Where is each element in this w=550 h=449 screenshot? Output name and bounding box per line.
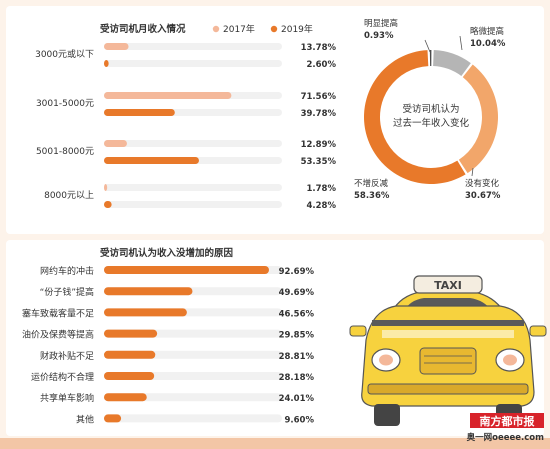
reason-bar	[104, 308, 187, 317]
legend-2019-label: 2019年	[281, 23, 313, 35]
reasons-chart-title: 受访司机认为收入没增加的原因	[100, 247, 233, 259]
slice-label-marked-increase: 明显提高	[364, 18, 398, 29]
reason-value-label: 92.69%	[279, 267, 315, 277]
reason-value-label: 9.60%	[285, 415, 315, 425]
reason-category-label: 网约车的冲击	[40, 265, 94, 277]
slice-value-no-change: 30.67%	[465, 191, 501, 201]
income-bar-2017年	[104, 140, 127, 147]
donut-slice-不增反减	[364, 50, 466, 184]
income-category-label: 5001-8000元	[36, 147, 94, 157]
slice-value-decrease: 58.36%	[354, 191, 390, 201]
income-value-label: 2.60%	[307, 60, 337, 70]
leader-line-slight-increase	[459, 35, 463, 51]
income-bar-2019年	[104, 201, 112, 208]
income-category-label: 3001-5000元	[36, 99, 94, 109]
income-value-label: 12.89%	[301, 140, 337, 150]
income-bar-track	[104, 60, 282, 67]
reasons-bar-chart: 受访司机认为收入没增加的原因 网约车的冲击 “份子钱”提高塞车致载客量不足油价及保…	[22, 247, 314, 425]
site-name: 奥一网oeeee.com	[466, 432, 545, 443]
reason-bar	[104, 372, 155, 380]
brand-name: 南方都市报	[480, 414, 536, 428]
income-value-label: 4.28%	[307, 201, 337, 211]
income-change-donut: 受访司机认为 过去一年收入变化 明显提高 0.93% 略微提高 10.04% 没…	[354, 18, 506, 201]
income-value-label: 53.35%	[301, 157, 337, 167]
income-value-label: 39.78%	[301, 109, 337, 119]
left-wheel	[374, 404, 400, 426]
income-bar-2019年	[104, 157, 199, 164]
income-bar-track	[104, 184, 282, 191]
reason-value-label: 28.18%	[279, 373, 315, 383]
reason-bar-track	[104, 393, 282, 402]
legend-2019-swatch	[270, 25, 278, 33]
taxi-roof-sign	[413, 275, 483, 294]
left-mirror	[349, 325, 367, 337]
reason-value-label: 28.81%	[279, 352, 315, 362]
income-bar-2019年	[104, 60, 109, 67]
slice-value-slight-increase: 10.04%	[470, 39, 506, 49]
income-chart-title: 受访司机月收入情况	[100, 23, 186, 35]
donut-slice-略微提高	[433, 50, 471, 76]
income-bar-2017年	[104, 184, 108, 191]
reason-category-label: 其他	[76, 413, 94, 425]
reason-category-label: 财政补贴不足	[40, 350, 94, 362]
reason-bar	[104, 266, 269, 274]
footer-strip	[0, 438, 550, 449]
reason-bar	[104, 350, 156, 359]
reason-category-label: 运价结构不合理	[31, 371, 94, 383]
income-bar-2019年	[104, 109, 175, 116]
left-headlight-inner	[379, 354, 393, 366]
slice-label-decrease: 不增反减	[354, 178, 389, 189]
legend-2017-swatch	[212, 25, 220, 33]
slice-label-slight-increase: 略微提高	[470, 26, 504, 37]
reason-value-label: 49.69%	[279, 288, 315, 298]
income-bar-2017年	[104, 43, 129, 50]
legend-2017-label: 2017年	[223, 23, 255, 35]
income-category-label: 8000元以上	[44, 190, 94, 201]
reason-category-label: 塞车致载客量不足	[22, 307, 94, 319]
reason-category-label: “份子钱”提高	[40, 286, 94, 298]
reason-bar	[104, 414, 122, 423]
taxi-grille	[419, 347, 477, 375]
slice-label-no-change: 没有变化	[465, 178, 500, 189]
income-bar-track	[104, 43, 282, 50]
reason-bar	[104, 287, 193, 296]
reason-bar-track	[104, 414, 282, 423]
taxi-bumper	[367, 383, 529, 395]
donut-center-title-line2: 过去一年收入变化	[393, 117, 470, 129]
leader-line-no-change	[471, 167, 474, 177]
reason-category-label: 共享单车影响	[40, 392, 94, 404]
donut-center-title-line1: 受访司机认为	[402, 103, 459, 115]
reason-category-label: 油价及保费等提高	[22, 329, 94, 341]
reason-bar	[104, 393, 147, 402]
income-value-label: 13.78%	[301, 43, 337, 53]
reason-value-label: 29.85%	[279, 331, 315, 341]
brand-badge	[470, 413, 544, 428]
taxi-illustration: TAXI	[349, 275, 547, 426]
income-bar-track	[104, 140, 282, 147]
donut-slice-明显提高	[429, 50, 432, 67]
right-mirror	[529, 325, 547, 337]
income-legend: 2017年 2019年	[212, 23, 313, 35]
reason-bar	[104, 329, 158, 338]
leader-line-marked-increase	[424, 39, 431, 53]
income-value-label: 1.78%	[307, 184, 337, 194]
income-value-label: 71.56%	[301, 92, 337, 102]
reason-value-label: 46.56%	[279, 309, 315, 319]
taxi-hood-highlight	[382, 330, 514, 338]
income-bar-track	[104, 201, 282, 208]
income-bar-2017年	[104, 92, 232, 99]
income-bar-chart: 受访司机月收入情况 2017年 2019年 3000元或以下 3001-5000元…	[35, 23, 336, 211]
reason-value-label: 24.01%	[279, 394, 315, 404]
donut-slice-没有变化	[458, 64, 498, 174]
taxi-window-band	[372, 320, 524, 326]
income-category-label: 3000元或以下	[35, 48, 94, 60]
slice-value-marked-increase: 0.93%	[364, 31, 394, 41]
right-headlight-inner	[503, 354, 517, 366]
newspaper-watermark: 南方都市报 奥一网oeeee.com	[466, 413, 545, 443]
taxi-sign-text: TAXI	[434, 279, 462, 292]
